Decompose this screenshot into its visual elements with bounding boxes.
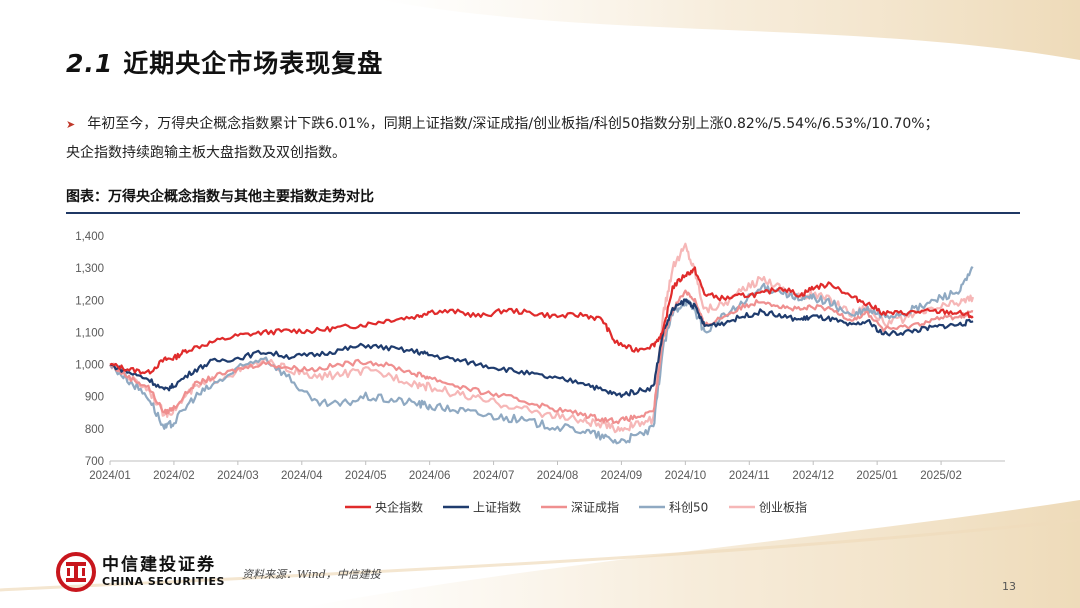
y-tick-label: 1,100 [75, 327, 104, 339]
bullet-line-2: 央企指数持续跑输主板大盘指数及双创指数。 [66, 145, 346, 161]
bullet-line-1: 年初至今，万得央企概念指数累计下跌6.01%，同期上证指数/深证成指/创业板指/… [87, 116, 939, 132]
legend-label-2: 深证成指 [571, 500, 619, 515]
legend-label-4: 创业板指 [759, 500, 807, 515]
x-tick-label: 2025/01 [856, 470, 898, 482]
logo-chinese-name: 中信建投证券 [102, 555, 216, 575]
y-tick-label: 700 [85, 456, 104, 468]
x-tick-label: 2024/10 [665, 470, 707, 482]
x-tick-label: 2024/08 [537, 470, 579, 482]
index-trend-chart: 700 800 900 1,000 1,100 1,200 1,300 1,400 2024/0… [75, 231, 1005, 515]
legend-label-1: 上证指数 [473, 500, 521, 515]
page-title: 2.1 近期央企市场表现复盘 [66, 44, 383, 80]
x-tick-label: 2024/03 [217, 470, 259, 482]
x-tick-label: 2024/02 [153, 470, 195, 482]
x-tick-label: 2024/09 [601, 470, 643, 482]
chart-caption: 图表：万得央企概念指数与其他主要指数走势对比 [66, 189, 374, 205]
series-line-3 [109, 266, 974, 445]
summary-bullet: ➤ 年初至今，万得央企概念指数累计下跌6.01%，同期上证指数/深证成指/创业板指… [66, 110, 1026, 167]
page-number: 13 [1002, 580, 1016, 593]
x-tick-label: 2024/12 [792, 470, 834, 482]
logo-english-name: CHINA SECURITIES [102, 575, 225, 588]
section-number: 2.1 [66, 49, 114, 78]
x-tick-label: 2024/04 [281, 470, 323, 482]
y-tick-label: 1,200 [75, 295, 104, 307]
company-logo: 中信建投证券 CHINA SECURITIES [56, 552, 225, 592]
legend-label-3: 科创50 [669, 501, 708, 515]
series-line-2 [109, 289, 974, 425]
bullet-arrow-icon: ➤ [66, 118, 76, 131]
title-text: 近期央企市场表现复盘 [123, 49, 384, 78]
source-note: 资料来源：Wind，中信建投 [242, 568, 381, 581]
x-tick-label: 2024/05 [345, 470, 387, 482]
x-tick-label: 2025/02 [920, 470, 962, 482]
y-tick-label: 1,000 [75, 360, 104, 372]
y-tick-label: 900 [85, 392, 104, 404]
caption-divider [66, 212, 1020, 214]
x-tick-label: 2024/07 [473, 470, 515, 482]
series-line-1 [109, 298, 974, 398]
legend-label-0: 央企指数 [375, 500, 423, 515]
y-tick-label: 800 [85, 424, 104, 436]
citic-seal-icon [56, 552, 96, 592]
y-tick-label: 1,300 [75, 263, 104, 275]
x-tick-label: 2024/01 [89, 470, 131, 482]
y-tick-label: 1,400 [75, 231, 104, 243]
series-line-0 [109, 266, 974, 375]
x-tick-label: 2024/11 [729, 470, 770, 482]
x-tick-label: 2024/06 [409, 470, 451, 482]
